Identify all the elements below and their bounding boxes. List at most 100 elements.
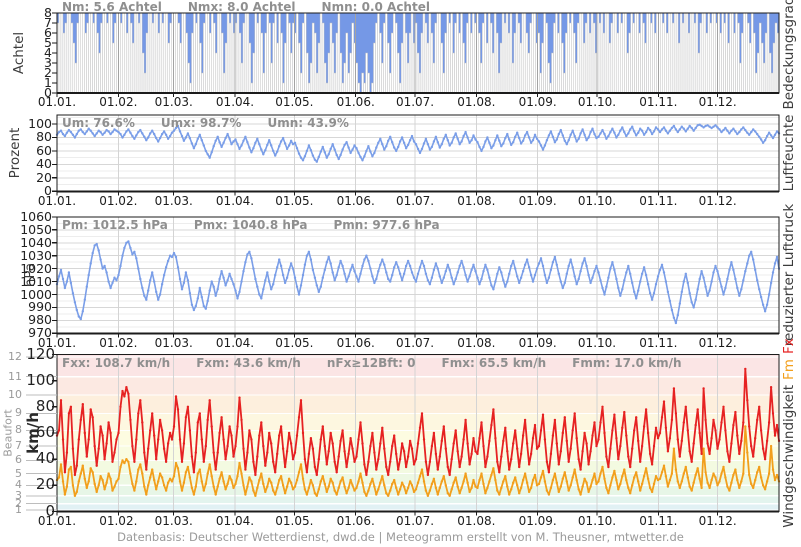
- cloud-bar: [681, 22, 685, 94]
- cloud-bar: [361, 72, 364, 94]
- cloud-bar: [256, 22, 260, 94]
- cloud-stats-header: Nm: 5.6 Achtel Nmx: 8.0 Achtel Nmn: 0.0 Ac…: [62, 0, 456, 14]
- y-tick-label: 100: [28, 116, 52, 131]
- cloud-bar: [683, 12, 687, 94]
- cloud-bar: [646, 12, 649, 94]
- cloud-bar: [580, 12, 584, 94]
- cloud-bar: [509, 12, 513, 94]
- x-tick-label: 01.08.: [457, 95, 496, 109]
- cloud-bar: [90, 12, 93, 94]
- stat-item: Fmm: 17.0 km/h: [572, 356, 682, 370]
- cloud-bar: [616, 32, 620, 94]
- cloud-bar: [349, 52, 352, 94]
- cloud-bar: [288, 22, 291, 94]
- cloud-bar: [404, 32, 408, 94]
- cloud-bar: [557, 32, 560, 94]
- cloud-bar: [448, 22, 451, 94]
- cloud-bar: [770, 72, 774, 94]
- beaufort-band: [57, 376, 779, 396]
- cloud-bar: [408, 32, 412, 94]
- x-tick-label: 01.12.: [698, 335, 737, 350]
- cloud-bar: [588, 32, 592, 94]
- cloud-bar: [478, 32, 481, 94]
- wind-right-label-text: Windgeschwindigkeit: [781, 384, 797, 528]
- cloud-bar: [590, 12, 594, 94]
- y-tick-label: 60: [36, 142, 52, 158]
- beaufort-tick-label: 11: [8, 369, 22, 383]
- cloud-bar: [660, 12, 663, 94]
- beaufort-tick-label: 2: [15, 496, 22, 510]
- x-tick-label: 01.06.: [336, 95, 375, 109]
- cloud-bar: [565, 32, 568, 94]
- cloud-bar: [220, 32, 224, 94]
- cloud-bar: [743, 12, 746, 94]
- x-tick-label: 01.08.: [457, 513, 496, 528]
- y-tick-label: 8: [44, 5, 52, 20]
- y-tick-label: 120: [26, 344, 55, 363]
- cloud-bar: [276, 42, 279, 94]
- cloud-bar: [456, 12, 459, 94]
- cloud-bar: [667, 12, 671, 94]
- cloud-bar: [272, 22, 275, 94]
- cloud-bar: [122, 12, 125, 94]
- cloud-bar: [563, 72, 566, 94]
- cloud-bar: [309, 62, 313, 94]
- x-tick-label: 01.07.: [395, 513, 435, 528]
- cloud-bar: [721, 12, 724, 94]
- x-tick-label: 01.01.: [37, 193, 77, 208]
- cloud-bar: [398, 82, 402, 94]
- cloud-bar: [333, 72, 337, 94]
- cloud-bar: [600, 12, 604, 94]
- y-tick-label: 100: [26, 370, 55, 389]
- cloud-bar: [274, 12, 277, 94]
- cloud-bar: [567, 12, 570, 94]
- cloud-bar: [343, 62, 347, 94]
- beaufort-band: [57, 503, 779, 511]
- cloud-bar: [98, 52, 101, 94]
- cloud-bar: [452, 52, 455, 94]
- cloud-bar: [737, 22, 740, 94]
- cloud-bar: [298, 42, 301, 94]
- cloud-bar: [167, 42, 171, 94]
- cloud-bar: [549, 82, 552, 94]
- x-tick-label: 01.09.: [518, 95, 557, 109]
- cloud-bar: [578, 12, 582, 94]
- x-tick-label: 01.09.: [518, 193, 557, 208]
- beaufort-band: [57, 473, 779, 486]
- cloud-bar: [764, 32, 768, 94]
- cloud-bar: [519, 42, 523, 94]
- cloud-bar: [402, 12, 406, 94]
- cloud-bar: [442, 72, 445, 94]
- y-tick-label: 1010: [20, 273, 52, 289]
- cloud-bar: [733, 32, 736, 94]
- stat-item: Nmn: 0.0 Achtel: [321, 0, 430, 14]
- cloud-bar: [177, 22, 180, 94]
- cloud-bar: [260, 32, 263, 94]
- y-tick-label: 40: [36, 156, 52, 172]
- cloud-bar: [501, 12, 505, 94]
- cloud-bar: [189, 82, 192, 94]
- beaufort-tick-label: 5: [15, 466, 22, 480]
- cloud-bar: [628, 32, 631, 94]
- cloud-bar: [106, 22, 109, 94]
- cloud-bar: [612, 12, 616, 94]
- cloud-bar: [491, 52, 495, 94]
- cloud-bar: [713, 12, 716, 94]
- stat-item: Fxm: 43.6 km/h: [196, 356, 301, 370]
- stat-item: Umn: 43.9%: [267, 116, 349, 130]
- cloud-bar: [689, 12, 693, 94]
- cloud-bar: [664, 12, 667, 94]
- cloud-bar: [335, 32, 339, 94]
- cloud-bar: [729, 12, 732, 94]
- x-tick-label: 01.02.: [99, 95, 138, 109]
- cloud-bar: [650, 22, 653, 94]
- cloud-bar: [662, 22, 665, 94]
- cloud-bar: [602, 32, 606, 94]
- cloud-bar: [610, 22, 614, 94]
- cloud-bar: [290, 52, 293, 94]
- cloud-bar: [84, 32, 87, 94]
- x-tick-label: 01.04.: [215, 193, 255, 208]
- cloud-bar: [450, 12, 453, 94]
- cloud-bar: [282, 82, 285, 94]
